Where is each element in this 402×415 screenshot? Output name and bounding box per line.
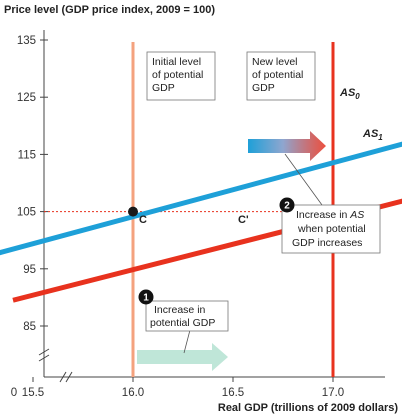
new-potential-gdp-label: New level of potential GDP bbox=[246, 51, 316, 101]
leader-line bbox=[284, 153, 323, 206]
x-axis bbox=[44, 371, 385, 383]
as1-label: AS1 bbox=[362, 128, 383, 142]
label-box bbox=[146, 51, 216, 101]
y-tick-label: 85 bbox=[23, 321, 36, 333]
y-ticks: 135 125 115 105 95 85 bbox=[17, 35, 48, 333]
y-tick-label: 125 bbox=[17, 92, 36, 104]
annotation-potential-gdp: 1 Increase in potential GDP bbox=[138, 289, 229, 354]
callout-italic: AS bbox=[349, 209, 364, 221]
y-tick-label: 95 bbox=[23, 264, 36, 276]
label-line: New level bbox=[252, 56, 298, 68]
as1-label-text: AS bbox=[362, 128, 379, 140]
y-axis bbox=[38, 30, 50, 377]
y-tick-label: 115 bbox=[18, 149, 36, 161]
as0-label-text: AS bbox=[339, 87, 356, 99]
as1-label-sub: 1 bbox=[378, 133, 383, 142]
x-axis-break bbox=[59, 371, 73, 383]
label-line: GDP bbox=[252, 82, 275, 94]
y-tick-label: 105 bbox=[17, 207, 36, 219]
callout-box bbox=[145, 300, 229, 332]
x-tick-label: 17.0 bbox=[322, 387, 344, 399]
leader-line bbox=[183, 329, 191, 354]
label-line: of potential bbox=[252, 69, 303, 81]
x-tick-label: 15.5 bbox=[22, 387, 44, 399]
callout-text: Increase in bbox=[296, 209, 350, 221]
potential-gdp-shift-arrow bbox=[137, 343, 228, 371]
as0-label: AS0 bbox=[339, 87, 360, 101]
annotation-badge bbox=[138, 289, 154, 305]
label-box bbox=[246, 51, 316, 101]
label-line: of potential bbox=[152, 69, 203, 81]
callout-box bbox=[281, 204, 381, 254]
origin-label: 0 bbox=[11, 387, 17, 399]
callout-line: when potential bbox=[297, 223, 366, 235]
y-axis-title: Price level (GDP price index, 2009 = 100… bbox=[4, 4, 215, 16]
label-line: Initial level bbox=[152, 56, 201, 68]
x-ticks: 15.516.016.517.017.518.018.5 bbox=[22, 377, 344, 399]
y-axis-break bbox=[38, 348, 50, 362]
x-tick-label: 16.0 bbox=[122, 387, 144, 399]
annotation-badge bbox=[279, 197, 295, 213]
y-tick-label: 135 bbox=[17, 35, 36, 47]
label-line: GDP bbox=[152, 82, 175, 94]
callout-line: GDP increases bbox=[292, 237, 362, 249]
callout-line: Increase in AS bbox=[296, 209, 364, 221]
callout-line: Increase in bbox=[154, 304, 206, 316]
x-axis-title: Real GDP (trillions of 2009 dollars) bbox=[218, 402, 398, 414]
as0-curve bbox=[0, 141, 402, 256]
point-c-prime-label: C' bbox=[238, 214, 249, 226]
callout-line: potential GDP bbox=[150, 317, 215, 329]
annotation-number: 2 bbox=[284, 201, 290, 212]
point-c-label: C bbox=[139, 214, 147, 226]
as0-label-sub: 0 bbox=[355, 92, 360, 101]
annotation-as-increase: 2 Increase in AS when potential GDP incr… bbox=[279, 153, 381, 254]
annotation-number: 1 bbox=[143, 293, 149, 304]
initial-potential-gdp-label: Initial level of potential GDP bbox=[146, 51, 216, 101]
x-tick-label: 16.5 bbox=[222, 387, 244, 399]
point-c-marker bbox=[128, 206, 138, 217]
as-shift-arrow bbox=[248, 131, 326, 161]
